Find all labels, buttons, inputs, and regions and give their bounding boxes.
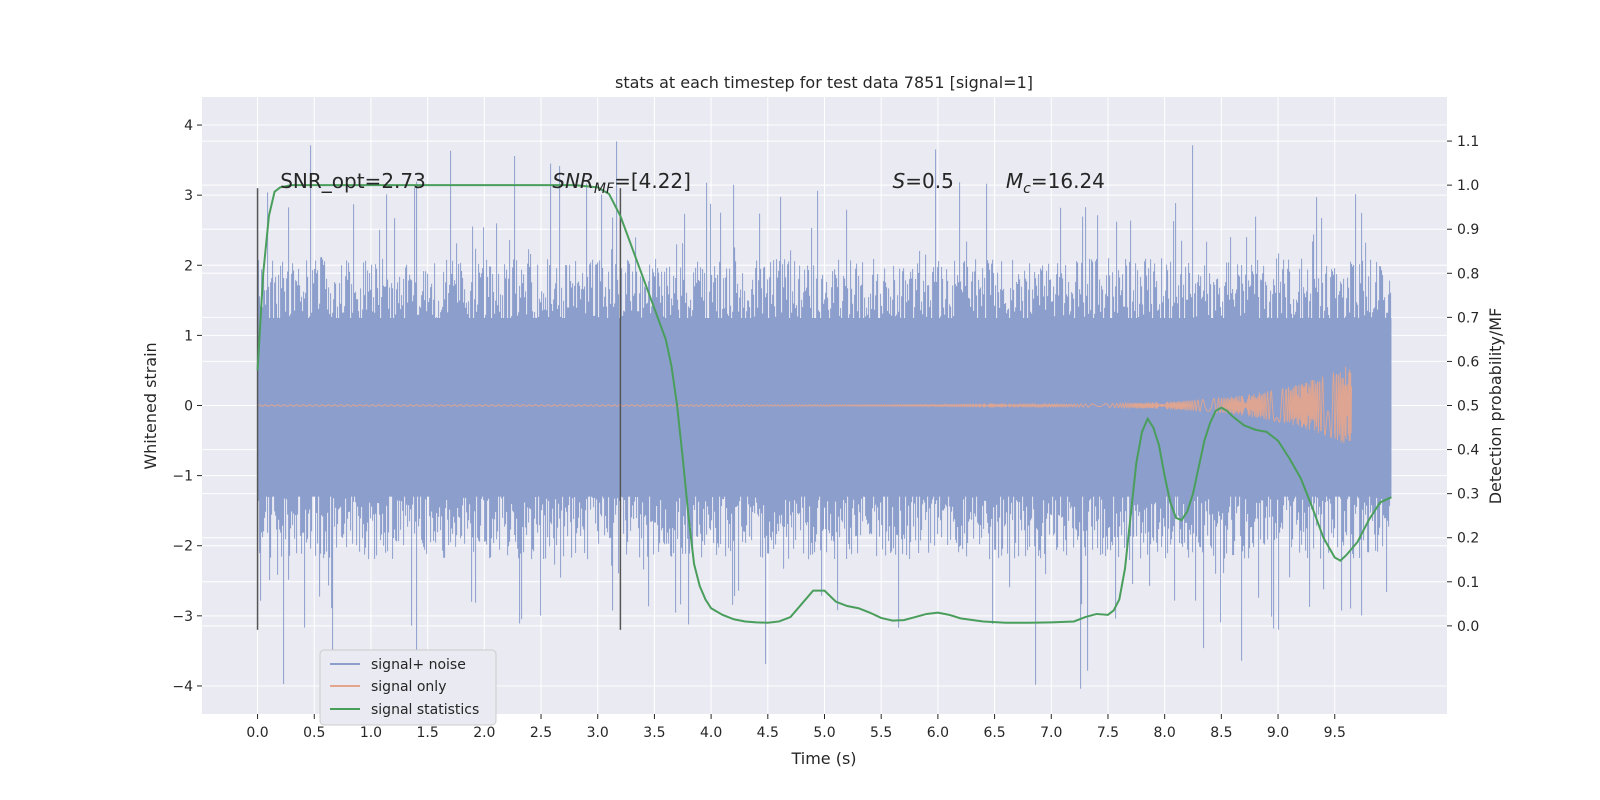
legend-label-signal-only: signal only [371, 679, 446, 695]
y-tick-label: −2 [172, 539, 193, 555]
annotations: SNR_opt=2.73 SNRMF=[4.22] S=0.5 Mc=16.24 [280, 169, 1105, 197]
y-tick-label: −3 [172, 609, 193, 625]
annotation-text: SNRMF=[4.22] [552, 169, 691, 197]
x-tick-label: 7.0 [1040, 725, 1062, 741]
x-tick-label: 9.0 [1267, 725, 1289, 741]
y-right-tick-label: 0.5 [1457, 399, 1479, 415]
y-tick-label: 3 [184, 188, 193, 204]
y-right-tick-label: 0.8 [1457, 266, 1479, 282]
x-tick-label: 0.5 [303, 725, 325, 741]
y-tick-label: −1 [172, 469, 193, 485]
y-right-tick-label: 0.7 [1457, 310, 1479, 326]
x-axis-label: Time (s) [790, 749, 856, 768]
y-right-tick-label: 0.0 [1457, 619, 1479, 635]
y-axis-label: Whitened strain [141, 342, 160, 469]
y-right-tick-label: 0.4 [1457, 443, 1479, 459]
chart-title: stats at each timestep for test data 785… [615, 73, 1033, 92]
legend-label-signal-statistics: signal statistics [371, 702, 479, 718]
x-tick-label: 9.5 [1324, 725, 1346, 741]
y-tick-label: −4 [172, 679, 193, 695]
signal-statistics-line [256, 184, 1392, 624]
x-tick-label: 4.0 [700, 725, 722, 741]
annotation-text: SNR_opt=2.73 [280, 169, 426, 193]
y-tick-label: 2 [184, 258, 193, 274]
y-right-tick-label: 0.2 [1457, 531, 1479, 547]
y-right-tick-label: 1.0 [1457, 178, 1479, 194]
x-tick-label: 0.0 [246, 725, 268, 741]
y-tick-label: 4 [184, 118, 193, 134]
y-right-tick-label: 0.6 [1457, 354, 1479, 370]
y-right-tick-label: 0.1 [1457, 575, 1479, 591]
x-tick-label: 8.0 [1154, 725, 1176, 741]
x-tick-label: 5.0 [813, 725, 835, 741]
axes: 0.0 0.5 1.0 1.5 2.0 2.5 3.0 3.5 4.0 4.5 5.0 5.5 6.0 6… [172, 118, 1479, 741]
y-right-tick-label: 1.1 [1457, 134, 1479, 150]
signal-only-trace [257, 366, 1353, 444]
y-axis-right-label: Detection probability/MF [1486, 308, 1505, 505]
annotation-text: S=0.5 [893, 169, 954, 193]
x-tick-label: 1.0 [360, 725, 382, 741]
x-tick-label: 6.0 [927, 725, 949, 741]
x-tick-label: 7.5 [1097, 725, 1119, 741]
x-tick-label: 2.5 [530, 725, 552, 741]
legend: signal+ noise signal only signal statist… [319, 649, 497, 726]
annotation-text: Mc=16.24 [1006, 169, 1105, 197]
x-tick-label: 2.0 [473, 725, 495, 741]
x-tick-label: 1.5 [417, 725, 439, 741]
y-right-tick-label: 0.9 [1457, 222, 1479, 238]
y-tick-label: 0 [184, 399, 193, 415]
x-tick-label: 3.0 [587, 725, 609, 741]
legend-label-signal-noise: signal+ noise [371, 657, 466, 673]
y-tick-label: 1 [184, 328, 193, 344]
x-tick-label: 5.5 [870, 725, 892, 741]
x-tick-label: 8.5 [1210, 725, 1232, 741]
x-tick-label: 6.5 [983, 725, 1005, 741]
y-right-tick-label: 0.3 [1457, 487, 1479, 503]
plot-area [256, 141, 1392, 689]
x-tick-label: 3.5 [643, 725, 665, 741]
x-tick-label: 4.5 [757, 725, 779, 741]
legend-box [319, 649, 497, 726]
